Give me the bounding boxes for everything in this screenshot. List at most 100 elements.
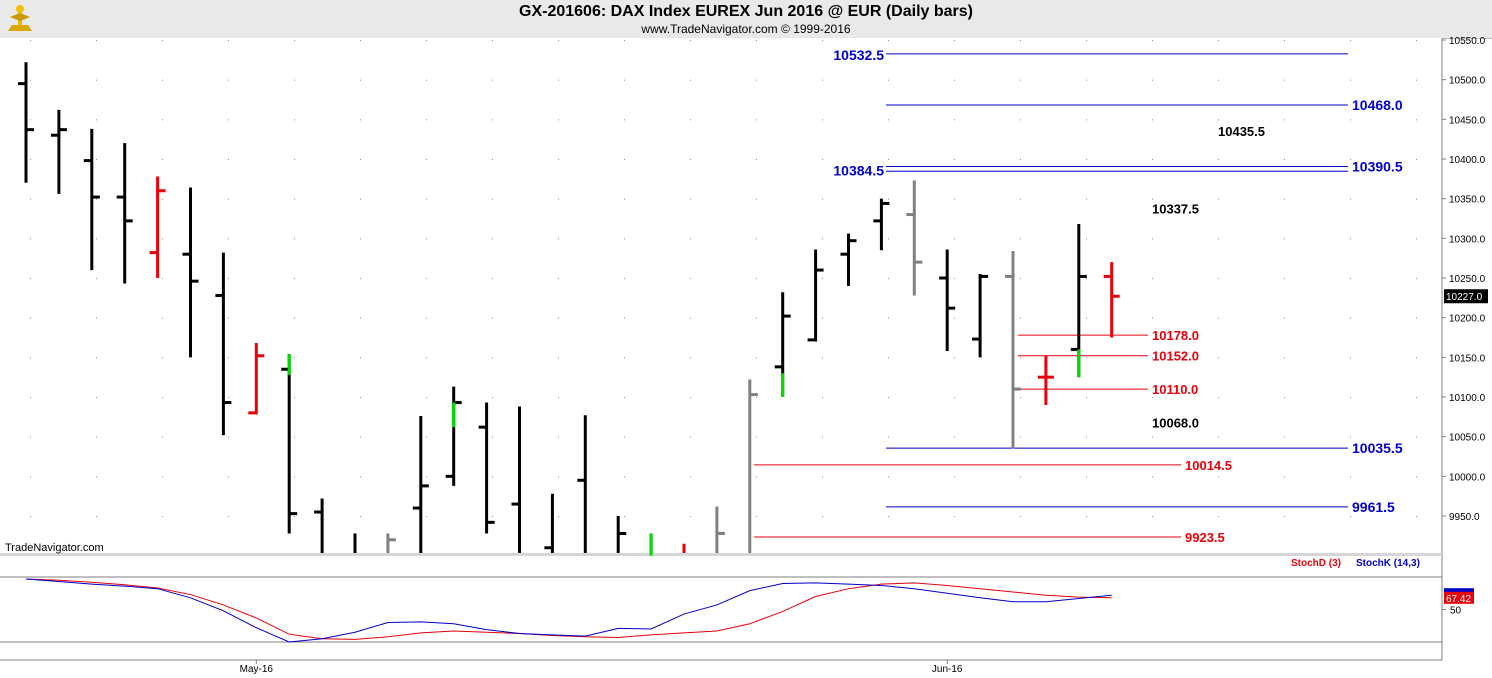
grid-dot: [96, 357, 97, 359]
grid-dot: [30, 198, 31, 200]
grid-dot: [1416, 159, 1417, 160]
grid-dot: [1218, 238, 1219, 240]
grid-dot: [690, 397, 691, 398]
grid-dot: [1284, 317, 1285, 319]
grid-dot: [624, 40, 625, 41]
grid-dot: [1020, 476, 1021, 478]
grid-dot: [690, 317, 691, 319]
grid-dot: [294, 317, 295, 319]
grid-dot: [492, 436, 493, 438]
grid-dot: [1416, 397, 1417, 398]
grid-dot: [1350, 397, 1351, 398]
grid-dot: [1416, 40, 1417, 41]
watermark-label: TradeNavigator.com: [5, 542, 104, 554]
grid-dot: [822, 317, 823, 319]
grid-dot: [1284, 40, 1285, 41]
grid-dot: [822, 238, 823, 240]
grid-dot: [1086, 357, 1087, 359]
grid-dot: [1350, 357, 1351, 359]
grid-dot: [1020, 119, 1021, 121]
osc-last-value-box: [1444, 591, 1474, 604]
grid-dot: [1416, 198, 1417, 200]
grid-dot: [96, 397, 97, 398]
grid-dot: [426, 397, 427, 398]
grid-dot: [360, 516, 361, 517]
grid-dot: [888, 317, 889, 319]
grid-dot: [162, 317, 163, 319]
level-label: 10384.5: [833, 162, 884, 178]
grid-dot: [954, 40, 955, 41]
grid-dot: [888, 79, 889, 81]
grid-dot: [426, 476, 427, 478]
grid-dot: [822, 40, 823, 41]
grid-dot: [162, 436, 163, 438]
grid-dot: [756, 119, 757, 121]
level-label: 10068.0: [1152, 415, 1199, 430]
grid-dot: [756, 317, 757, 319]
grid-dot: [954, 159, 955, 160]
grid-dot: [1152, 397, 1153, 398]
grid-dots: [30, 40, 1417, 517]
grid-dot: [426, 436, 427, 438]
grid-dot: [30, 159, 31, 160]
grid-dot: [756, 79, 757, 81]
grid-dot: [492, 516, 493, 517]
grid-dot: [492, 198, 493, 200]
grid-dot: [690, 278, 691, 279]
grid-dot: [162, 159, 163, 160]
level-label: 10337.5: [1152, 202, 1199, 217]
grid-dot: [822, 357, 823, 359]
grid-dot: [492, 159, 493, 160]
grid-dot: [294, 516, 295, 517]
grid-dot: [1086, 436, 1087, 438]
grid-dot: [1350, 159, 1351, 160]
last-price-label: 10227.0: [1446, 292, 1483, 303]
grid-dot: [822, 159, 823, 160]
grid-dot: [492, 357, 493, 359]
grid-dot: [96, 436, 97, 438]
grid-dot: [888, 238, 889, 240]
grid-dot: [228, 317, 229, 319]
grid-dot: [1218, 79, 1219, 81]
grid-dot: [624, 79, 625, 81]
grid-dot: [492, 278, 493, 279]
grid-dot: [954, 278, 955, 279]
grid-dot: [1020, 40, 1021, 41]
grid-dot: [30, 397, 31, 398]
price-tick-label: 10000.0: [1449, 472, 1486, 483]
grid-dot: [426, 238, 427, 240]
grid-dot: [1020, 159, 1021, 160]
grid-dot: [162, 119, 163, 121]
grid-dot: [162, 516, 163, 517]
chart-subtitle: www.TradeNavigator.com © 1999-2016: [641, 22, 851, 36]
grid-dot: [426, 40, 427, 41]
grid-dot: [162, 40, 163, 41]
grid-dot: [1086, 317, 1087, 319]
grid-dot: [30, 317, 31, 319]
level-label: 10390.5: [1352, 159, 1403, 175]
grid-dot: [1284, 278, 1285, 279]
grid-dot: [1020, 436, 1021, 438]
grid-dot: [228, 238, 229, 240]
osc-series-line: [25, 578, 1112, 643]
grid-dot: [1284, 357, 1285, 359]
grid-dot: [690, 40, 691, 41]
grid-dot: [756, 357, 757, 359]
grid-dot: [1218, 198, 1219, 200]
grid-dot: [1284, 476, 1285, 478]
grid-dot: [426, 198, 427, 200]
grid-dot: [1350, 119, 1351, 121]
grid-dot: [492, 397, 493, 398]
grid-dot: [360, 278, 361, 279]
price-tick-label: 10100.0: [1449, 393, 1486, 404]
grid-dot: [558, 317, 559, 319]
grid-dot: [888, 119, 889, 121]
grid-dot: [1218, 278, 1219, 279]
grid-dot: [822, 397, 823, 398]
grid-dot: [1152, 238, 1153, 240]
grid-dot: [1350, 317, 1351, 319]
grid-dot: [30, 476, 31, 478]
grid-dot: [624, 317, 625, 319]
grid-dot: [96, 159, 97, 160]
grid-dot: [30, 119, 31, 121]
